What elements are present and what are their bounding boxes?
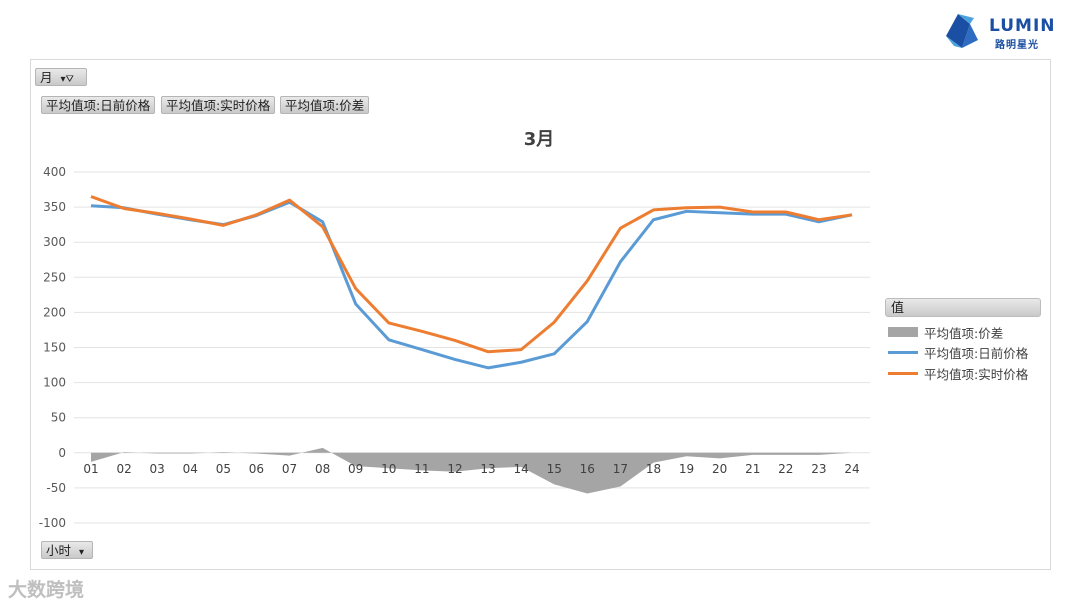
value-field-button-2[interactable]: 平均值项:实时价格 bbox=[161, 96, 276, 114]
series-line-real-time bbox=[90, 195, 853, 354]
hour-filter-button[interactable]: 小时 ▾ bbox=[41, 541, 93, 559]
value-field-label-3: 平均值项:价差 bbox=[285, 98, 365, 113]
lumin-logo bbox=[946, 14, 978, 48]
legend-item-real-time: 平均值项:实时价格 bbox=[888, 364, 1028, 382]
x-tick-label: 06 bbox=[249, 462, 264, 476]
hour-filter-label: 小时 bbox=[46, 543, 72, 558]
y-tick-label: 100 bbox=[43, 376, 66, 390]
dropdown-icon: ▾ bbox=[79, 547, 85, 558]
x-tick-label: 24 bbox=[844, 462, 859, 476]
month-filter-label: 月 bbox=[40, 70, 53, 85]
x-tick-label: 21 bbox=[745, 462, 760, 476]
x-tick-label: 23 bbox=[811, 462, 826, 476]
x-tick-label: 22 bbox=[778, 462, 793, 476]
legend-label: 平均值项:日前价格 bbox=[924, 345, 1029, 361]
legend-item-spread: 平均值项:价差 bbox=[888, 323, 1003, 341]
legend-label: 平均值项:实时价格 bbox=[924, 366, 1029, 382]
x-tick-label: 18 bbox=[646, 462, 661, 476]
x-tick-label: 09 bbox=[348, 462, 363, 476]
x-tick-label: 10 bbox=[381, 462, 396, 476]
y-tick-label: 50 bbox=[51, 411, 66, 425]
chart-frame bbox=[30, 59, 1051, 570]
x-tick-label: 13 bbox=[480, 462, 495, 476]
x-tick-label: 05 bbox=[216, 462, 231, 476]
bottom-watermark: 大数跨境 bbox=[8, 579, 85, 601]
chart-title: 3月 bbox=[524, 129, 555, 150]
legend-item-day-ahead: 平均值项:日前价格 bbox=[888, 343, 1028, 361]
filter-icon: ▾⛛ bbox=[60, 74, 74, 85]
y-tick-label: 300 bbox=[43, 235, 66, 249]
y-tick-label: 350 bbox=[43, 200, 66, 214]
legend-label: 平均值项:价差 bbox=[924, 325, 1004, 341]
brand-subtitle: 路明星光 bbox=[995, 40, 1039, 51]
month-filter-button[interactable]: 月 ▾⛛ bbox=[35, 68, 87, 86]
x-tick-label: 01 bbox=[83, 462, 98, 476]
x-tick-label: 15 bbox=[547, 462, 562, 476]
y-tick-label: 400 bbox=[43, 165, 66, 179]
series-area-spread bbox=[91, 447, 852, 494]
x-tick-label: 12 bbox=[447, 462, 462, 476]
x-tick-label: 08 bbox=[315, 462, 330, 476]
y-tick-label: -50 bbox=[46, 481, 66, 495]
legend-swatch-line bbox=[888, 350, 918, 354]
x-tick-label: 19 bbox=[679, 462, 694, 476]
brand-name: LUMIN bbox=[989, 16, 1056, 36]
y-tick-label: 250 bbox=[43, 270, 66, 284]
legend-title: 值 bbox=[885, 298, 1041, 317]
legend-swatch-area bbox=[888, 327, 918, 337]
series-line-day-ahead bbox=[90, 200, 853, 370]
x-tick-label: 17 bbox=[613, 462, 628, 476]
x-tick-label: 02 bbox=[116, 462, 131, 476]
x-tick-label: 04 bbox=[183, 462, 198, 476]
x-tick-label: 11 bbox=[414, 462, 429, 476]
y-tick-label: -100 bbox=[39, 516, 66, 530]
x-tick-label: 07 bbox=[282, 462, 297, 476]
y-tick-label: 200 bbox=[43, 305, 66, 319]
x-tick-label: 14 bbox=[513, 462, 528, 476]
y-tick-label: 0 bbox=[58, 446, 66, 460]
value-field-label-2: 平均值项:实时价格 bbox=[166, 98, 271, 113]
x-tick-label: 20 bbox=[712, 462, 727, 476]
value-field-label-1: 平均值项:日前价格 bbox=[46, 98, 151, 113]
legend-swatch-line bbox=[888, 371, 918, 375]
value-field-button-1[interactable]: 平均值项:日前价格 bbox=[41, 96, 156, 114]
x-tick-label: 03 bbox=[150, 462, 165, 476]
x-tick-label: 16 bbox=[580, 462, 595, 476]
value-field-button-3[interactable]: 平均值项:价差 bbox=[280, 96, 370, 114]
y-tick-label: 150 bbox=[43, 341, 66, 355]
